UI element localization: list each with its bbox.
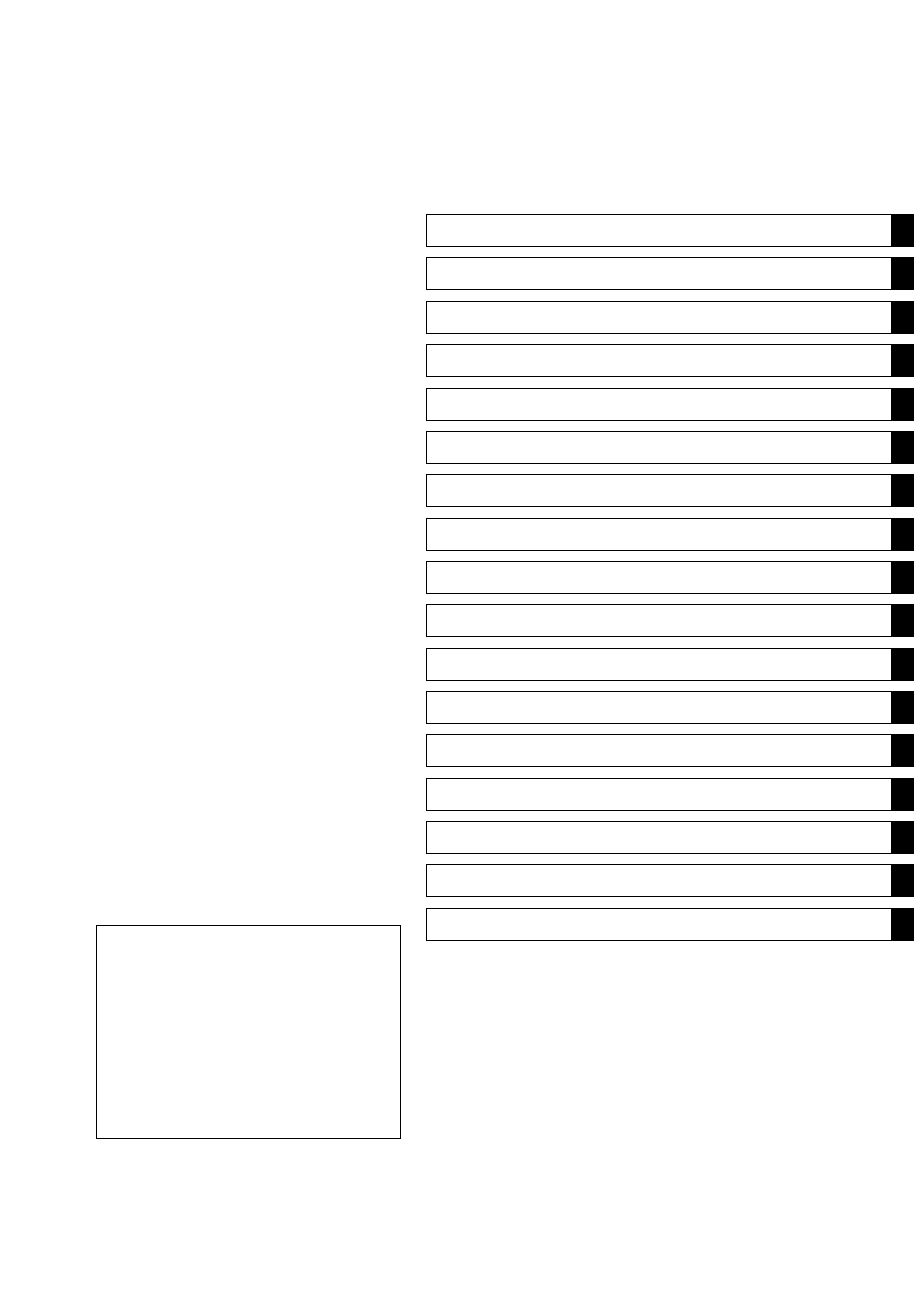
index-box xyxy=(426,778,892,811)
index-tab xyxy=(892,301,914,334)
index-row xyxy=(426,518,914,551)
index-box xyxy=(426,864,892,897)
index-tab xyxy=(892,518,914,551)
index-row xyxy=(426,561,914,594)
index-tab xyxy=(892,388,914,421)
index-box xyxy=(426,257,892,290)
index-box xyxy=(426,908,892,941)
index-tab xyxy=(892,864,914,897)
index-box xyxy=(426,344,892,377)
index-tab xyxy=(892,604,914,637)
index-tab xyxy=(892,648,914,681)
index-box xyxy=(426,388,892,421)
index-row xyxy=(426,778,914,811)
index-box xyxy=(426,604,892,637)
index-tab xyxy=(892,431,914,464)
index-tab xyxy=(892,474,914,507)
index-row xyxy=(426,908,914,941)
index-box xyxy=(426,518,892,551)
index-tab xyxy=(892,821,914,854)
index-row xyxy=(426,257,914,290)
index-row xyxy=(426,214,914,247)
note-box xyxy=(96,925,401,1139)
index-box xyxy=(426,821,892,854)
index-row xyxy=(426,474,914,507)
index-tab xyxy=(892,257,914,290)
index-tab xyxy=(892,344,914,377)
index-box xyxy=(426,734,892,767)
index-box xyxy=(426,301,892,334)
index-row xyxy=(426,388,914,421)
index-tab xyxy=(892,691,914,724)
index-box xyxy=(426,691,892,724)
index-row xyxy=(426,431,914,464)
index-box xyxy=(426,214,892,247)
index-tab xyxy=(892,214,914,247)
index-tab xyxy=(892,734,914,767)
index-box xyxy=(426,561,892,594)
index-row xyxy=(426,821,914,854)
index-tab xyxy=(892,778,914,811)
index-row xyxy=(426,648,914,681)
index-row xyxy=(426,344,914,377)
index-box xyxy=(426,474,892,507)
index-row xyxy=(426,864,914,897)
index-box xyxy=(426,431,892,464)
index-row xyxy=(426,691,914,724)
index-row xyxy=(426,734,914,767)
index-tab xyxy=(892,908,914,941)
index-box xyxy=(426,648,892,681)
index-tab xyxy=(892,561,914,594)
index-row xyxy=(426,301,914,334)
index-row xyxy=(426,604,914,637)
